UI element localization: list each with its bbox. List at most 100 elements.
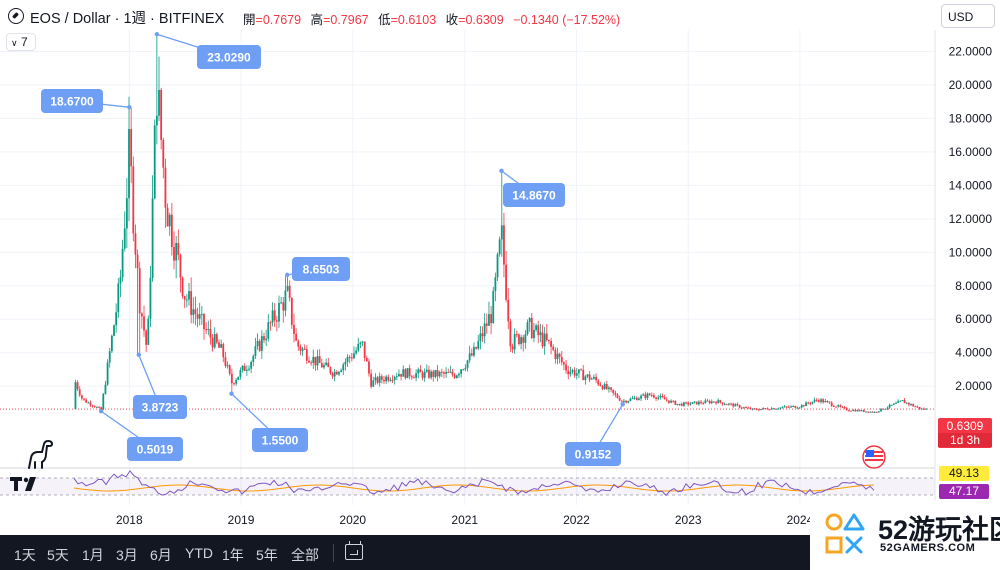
candle-body — [297, 340, 300, 347]
candle-body — [282, 302, 285, 311]
candle-body — [134, 233, 137, 255]
ohlc-high-key: 高 — [310, 13, 324, 27]
timeframe-1y[interactable]: 1年 — [222, 547, 244, 563]
candle-body — [877, 411, 880, 413]
chevron-down-icon: ∨ — [11, 38, 18, 48]
candle-body — [402, 369, 405, 377]
candle-body — [80, 395, 83, 399]
candle-body — [440, 371, 443, 373]
candle-body — [535, 325, 537, 330]
candle-body — [777, 408, 780, 410]
candle-body — [466, 360, 469, 368]
candle-body — [485, 323, 488, 326]
candle-body — [695, 401, 698, 405]
chart-header: EOS / Dollar · 1週 · BITFINEX 開=0.7679 高=… — [0, 0, 1000, 32]
ohlc-high-value: =0.7967 — [323, 13, 369, 27]
candle-body — [275, 320, 278, 322]
candle-body — [203, 314, 205, 330]
candle-body — [558, 353, 561, 358]
annotation-dot — [229, 391, 234, 396]
timeframe-1m[interactable]: 1月 — [82, 547, 104, 563]
candle-body — [867, 411, 870, 413]
candle-body — [800, 405, 803, 408]
candle-body — [676, 404, 679, 406]
x-tick-label: 2024 — [787, 513, 814, 527]
x-tick-label: 2020 — [339, 513, 366, 527]
calendar-range-icon[interactable] — [345, 541, 363, 560]
indicator-toggle-button[interactable]: ∨ 7 — [6, 33, 36, 51]
candle-body — [629, 398, 632, 402]
candle-body — [286, 285, 289, 291]
timeframe-5d[interactable]: 5天 — [47, 547, 69, 563]
annotation-dot — [127, 104, 132, 110]
candle-body — [380, 376, 383, 380]
candle-body — [188, 291, 190, 300]
candle-body — [850, 410, 852, 412]
candle-body — [905, 402, 908, 404]
current-price-tag: 0.6309 1d 3h — [938, 418, 992, 448]
y-tick-label: 22.0000 — [949, 44, 993, 58]
annotation-dot — [620, 402, 625, 407]
candle-body — [768, 409, 771, 411]
candle-body — [239, 370, 242, 377]
candle-body — [419, 369, 422, 373]
candle-body — [792, 405, 795, 407]
candle-body — [862, 410, 865, 412]
timeframe-3m[interactable]: 3月 — [116, 547, 138, 563]
timeframe-all[interactable]: 全部 — [291, 547, 319, 563]
candle-body — [901, 400, 904, 402]
candle-body — [314, 356, 317, 366]
candle-body — [725, 404, 728, 406]
candle-body — [140, 313, 143, 317]
candle-body — [526, 322, 529, 335]
watermark: 52游玩社区 52GAMERS.COM — [810, 500, 1000, 570]
candle-body — [147, 318, 150, 345]
candle-body — [890, 404, 893, 406]
candle-body — [554, 349, 557, 360]
candle-body — [655, 397, 657, 399]
dinosaur-icon[interactable] — [26, 440, 54, 470]
ohlc-close-key: 收 — [445, 13, 459, 27]
candle-body — [899, 400, 902, 402]
candle-body — [443, 372, 445, 374]
candle-body — [224, 357, 227, 367]
watermark-domain: 52GAMERS.COM — [880, 542, 976, 554]
timeframe-ytd[interactable]: YTD — [185, 545, 213, 561]
candle-body — [633, 397, 636, 399]
candle-body — [922, 408, 925, 410]
candle-body — [852, 409, 855, 411]
candle-body — [914, 406, 917, 408]
timeframe-5y[interactable]: 5年 — [256, 547, 278, 563]
candle-body — [732, 403, 735, 407]
price-chart[interactable]: 18.6700 23.0290 3.8723 0.5019 8.6503 1.5500 14… — [0, 0, 1000, 535]
candle-body — [185, 299, 188, 301]
candle-body — [648, 393, 651, 396]
candle-body — [290, 297, 293, 325]
candle-body — [222, 344, 225, 358]
timeframe-6m[interactable]: 6月 — [150, 547, 172, 563]
candle-body — [522, 337, 525, 343]
candle-body — [374, 377, 377, 381]
symbol-title[interactable]: EOS / Dollar · 1週 · BITFINEX — [30, 11, 225, 27]
candle-body — [488, 314, 490, 326]
y-tick-label: 18.0000 — [949, 111, 993, 125]
candle-body — [318, 356, 321, 363]
candle-body — [361, 341, 364, 343]
candle-body — [543, 333, 546, 347]
bar-countdown: 1d 3h — [938, 433, 992, 447]
timeframe-1d[interactable]: 1天 — [14, 547, 36, 563]
footer-divider — [333, 544, 334, 562]
candle-body — [590, 378, 593, 380]
rsi-line — [73, 470, 875, 497]
candle-body — [325, 362, 328, 365]
candle-body — [299, 346, 302, 351]
currency-select[interactable]: USD — [941, 4, 995, 28]
candle-body — [582, 369, 585, 381]
candle-body — [811, 401, 814, 404]
candle-body — [329, 367, 332, 374]
candle-body — [670, 400, 672, 403]
candle-body — [235, 379, 238, 384]
candle-body — [860, 410, 863, 412]
annotation-label: 18.6700 — [50, 95, 94, 109]
us-flag-icon[interactable] — [862, 445, 886, 469]
